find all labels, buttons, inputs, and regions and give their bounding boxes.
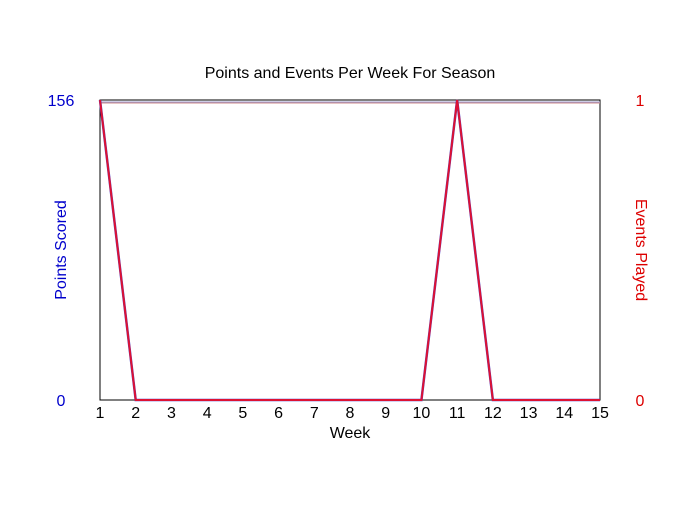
x-tick-label: 5: [238, 405, 247, 422]
x-tick-label: 1: [96, 405, 105, 422]
left-axis-label: Points Scored: [53, 200, 70, 300]
x-tick-label: 4: [203, 405, 212, 422]
x-tick-label: 3: [167, 405, 176, 422]
left-y-tick-label: 0: [57, 393, 66, 410]
x-axis-label: Week: [330, 425, 372, 442]
series-layer: [98, 99, 600, 402]
chart-title: Points and Events Per Week For Season: [205, 65, 496, 82]
left-y-tick-label: 156: [48, 93, 75, 110]
x-tick-label: 6: [274, 405, 283, 422]
top-reference-lines: [100, 101, 600, 104]
right-y-tick-label: 0: [636, 393, 645, 410]
x-tick-label: 11: [449, 405, 466, 422]
left-axis-ticks: 0 156: [48, 93, 75, 410]
x-tick-label: 10: [413, 405, 431, 422]
x-tick-label: 13: [520, 405, 538, 422]
x-tick-label: 9: [381, 405, 390, 422]
x-tick-label: 8: [346, 405, 355, 422]
right-y-tick-label: 1: [636, 93, 645, 110]
right-axis-ticks: 01: [636, 93, 645, 410]
x-tick-label: 7: [310, 405, 319, 422]
events-played-series-line: [99, 99, 600, 401]
x-tick-label: 15: [591, 405, 609, 422]
x-axis-ticks: 1 2 3 4 5 6 7 8 9 10 11 12 13 14 15: [96, 405, 609, 422]
x-tick-label: 12: [484, 405, 502, 422]
x-tick-label: 2: [131, 405, 140, 422]
right-axis-label: Events Played: [632, 199, 649, 301]
x-tick-label: 14: [555, 405, 573, 422]
